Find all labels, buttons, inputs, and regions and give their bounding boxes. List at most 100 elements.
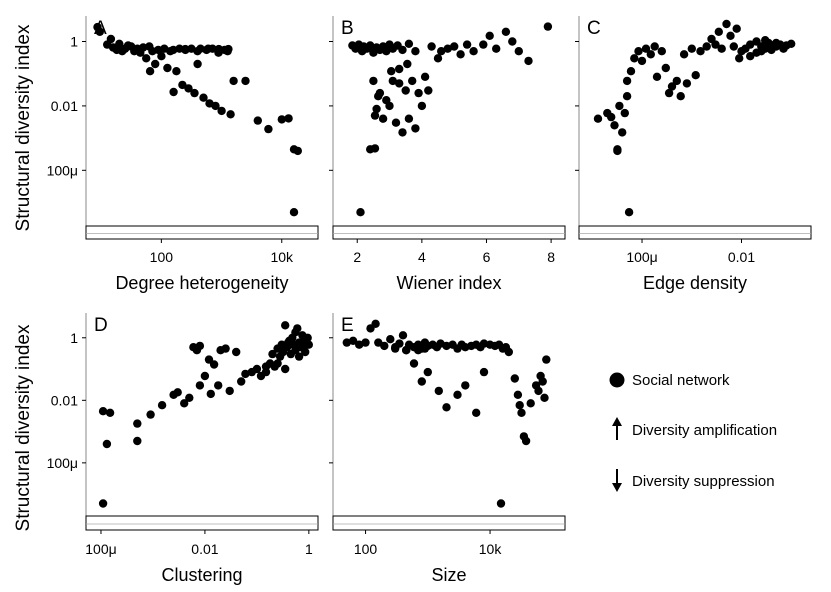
- data-point: [146, 410, 155, 419]
- data-point: [217, 106, 226, 116]
- data-point: [253, 116, 262, 125]
- data-point: [543, 22, 553, 31]
- data-point: [453, 390, 462, 399]
- data-point: [281, 364, 290, 374]
- data-point: [409, 359, 419, 368]
- data-point: [388, 76, 397, 86]
- data-point: [395, 79, 404, 88]
- data-point: [369, 76, 378, 86]
- data-point: [268, 349, 277, 359]
- data-point: [370, 144, 380, 153]
- data-point: [615, 101, 624, 111]
- data-point: [423, 367, 432, 377]
- data-point: [757, 47, 766, 56]
- data-point: [142, 54, 151, 63]
- data-point: [461, 381, 470, 390]
- data-point: [304, 340, 313, 349]
- y-tick-label: 100μ: [47, 455, 78, 471]
- panel-label: E: [341, 315, 354, 336]
- data-point: [492, 44, 501, 53]
- data-point: [722, 19, 731, 29]
- data-point: [618, 128, 627, 137]
- panel-b: 2 4 6 8 B Wiener index: [329, 16, 566, 293]
- data-point: [102, 439, 112, 449]
- data-point: [273, 359, 282, 368]
- data-point: [433, 54, 443, 63]
- data-point: [378, 114, 388, 123]
- data-point: [682, 79, 692, 88]
- data-point: [514, 47, 523, 56]
- data-point: [303, 333, 312, 342]
- data-point: [301, 347, 310, 357]
- data-point: [485, 31, 494, 40]
- y-tick-label: 1: [70, 330, 78, 346]
- up-arrow-icon: [612, 417, 622, 440]
- data-point: [442, 403, 451, 412]
- data-point: [610, 121, 619, 130]
- data-point: [746, 52, 755, 61]
- x-tick-label: 0.01: [191, 541, 218, 557]
- data-point: [696, 47, 705, 56]
- data-point: [513, 390, 523, 399]
- data-point: [226, 110, 235, 119]
- data-point: [95, 27, 105, 36]
- data-point: [630, 54, 639, 63]
- x-tick-label: 2: [353, 249, 361, 265]
- data-point: [711, 40, 720, 49]
- legend-item-diversity-amplification: Diversity amplification: [632, 422, 777, 439]
- data-point: [404, 39, 414, 48]
- data-point: [517, 408, 526, 417]
- data-point: [752, 37, 761, 46]
- data-point: [98, 407, 108, 416]
- data-point: [229, 76, 238, 86]
- data-point: [672, 76, 681, 86]
- data-point: [676, 92, 685, 101]
- data-point: [348, 336, 358, 345]
- panel-e: 100 10k E Size: [329, 313, 566, 585]
- data-point: [232, 347, 241, 357]
- strip-box: [578, 225, 812, 240]
- data-point: [115, 39, 124, 48]
- data-point: [401, 86, 410, 95]
- data-point: [437, 47, 446, 56]
- data-point: [443, 44, 452, 53]
- data-point: [214, 44, 223, 54]
- panel-a: 1 0.01 100μ 100 10k A Degree heterogeneity: [47, 16, 319, 293]
- data-point: [664, 88, 674, 98]
- data-point: [607, 112, 616, 122]
- data-point: [714, 27, 723, 36]
- data-point: [403, 59, 412, 69]
- x-axis-label: Size: [431, 565, 466, 585]
- data-point: [391, 118, 401, 127]
- panel-label: C: [587, 18, 601, 39]
- data-point: [380, 341, 389, 351]
- data-point: [622, 92, 632, 101]
- data-point: [679, 50, 689, 59]
- data-point: [395, 64, 404, 74]
- data-point: [289, 208, 299, 217]
- data-point: [195, 341, 205, 351]
- data-point: [417, 101, 427, 111]
- data-point: [199, 93, 208, 102]
- data-point: [479, 40, 488, 49]
- data-point: [133, 436, 142, 446]
- data-point: [732, 24, 741, 33]
- data-point: [420, 344, 430, 353]
- x-axis-label: Clustering: [161, 565, 242, 585]
- data-point: [462, 40, 472, 49]
- data-point: [145, 67, 155, 76]
- data-point: [501, 27, 511, 36]
- data-point: [613, 145, 622, 154]
- data-point: [408, 76, 417, 86]
- strip-box: [332, 225, 566, 240]
- data-point: [398, 128, 407, 137]
- data-point: [237, 377, 246, 386]
- data-point: [687, 44, 696, 53]
- data-point: [661, 63, 670, 73]
- x-tick-label: 100μ: [85, 541, 116, 557]
- data-point: [637, 56, 647, 66]
- data-point: [702, 42, 711, 51]
- data-point: [293, 324, 302, 333]
- data-point: [524, 56, 533, 66]
- data-point: [472, 408, 481, 417]
